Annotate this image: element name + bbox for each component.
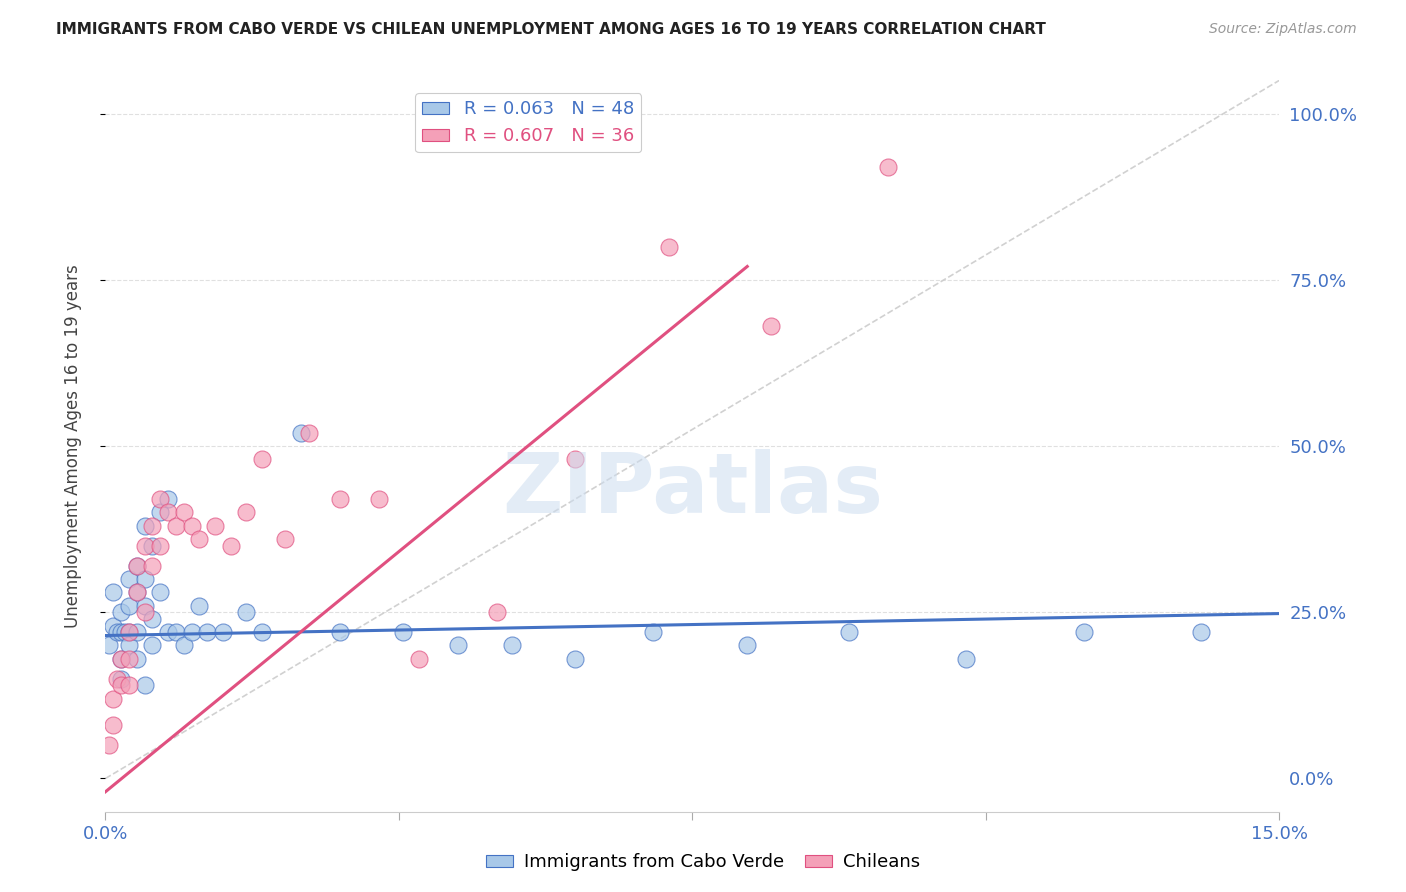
Point (149, 506, 172, 520)
Point (134, 572, 156, 586)
Y-axis label: Unemployment Among Ages 16 to 19 years: Unemployment Among Ages 16 to 19 years (63, 264, 82, 628)
Point (564, 452, 586, 467)
Point (134, 605, 156, 619)
Point (103, 618, 125, 632)
Point (149, 492, 172, 507)
Point (141, 612, 163, 626)
Point (368, 492, 391, 507)
Point (204, 518, 226, 533)
Point (173, 639, 195, 653)
Point (125, 652, 148, 666)
Text: IMMIGRANTS FROM CABO VERDE VS CHILEAN UNEMPLOYMENT AMONG AGES 16 TO 19 YEARS COR: IMMIGRANTS FROM CABO VERDE VS CHILEAN UN… (56, 22, 1046, 37)
Point (392, 625, 415, 640)
Point (235, 506, 257, 520)
Point (408, 652, 430, 666)
Point (658, 239, 681, 253)
Point (110, 672, 132, 686)
Point (955, 652, 977, 666)
Point (274, 532, 297, 546)
Point (141, 518, 163, 533)
Point (110, 625, 132, 640)
Point (250, 452, 273, 467)
Point (165, 518, 187, 533)
Point (180, 625, 202, 640)
Point (118, 639, 141, 653)
Point (134, 518, 156, 533)
Point (180, 518, 202, 533)
Legend: R = 0.063   N = 48, R = 0.607   N = 36: R = 0.063 N = 48, R = 0.607 N = 36 (415, 93, 641, 153)
Point (485, 605, 508, 619)
Point (838, 625, 860, 640)
Point (149, 539, 172, 553)
Point (141, 639, 163, 653)
Point (141, 558, 163, 573)
Point (105, 672, 128, 686)
Point (157, 492, 180, 507)
Point (125, 558, 148, 573)
Point (125, 625, 148, 640)
Point (110, 652, 132, 666)
Point (290, 425, 312, 440)
Point (118, 572, 141, 586)
Point (877, 160, 900, 174)
Point (125, 558, 148, 573)
Point (103, 691, 125, 706)
Point (110, 605, 132, 619)
Point (173, 506, 195, 520)
Point (195, 625, 218, 640)
Point (118, 625, 141, 640)
Point (118, 625, 141, 640)
Point (118, 599, 141, 613)
Point (1073, 625, 1095, 640)
Point (235, 605, 257, 619)
Text: Source: ZipAtlas.com: Source: ZipAtlas.com (1209, 22, 1357, 37)
Point (501, 639, 523, 653)
Point (118, 652, 141, 666)
Point (188, 599, 211, 613)
Point (157, 506, 180, 520)
Point (735, 639, 758, 653)
Point (110, 652, 132, 666)
Point (134, 599, 156, 613)
Point (98, 738, 121, 752)
Point (149, 585, 172, 599)
Text: ZIPatlas: ZIPatlas (502, 450, 883, 531)
Point (329, 625, 352, 640)
Point (134, 678, 156, 692)
Point (211, 625, 233, 640)
Point (165, 625, 187, 640)
Point (188, 532, 211, 546)
Point (447, 639, 470, 653)
Point (103, 718, 125, 732)
Point (564, 652, 586, 666)
Point (219, 539, 242, 553)
Point (298, 425, 321, 440)
Point (250, 625, 273, 640)
Point (329, 492, 352, 507)
Point (759, 319, 782, 334)
Legend: Immigrants from Cabo Verde, Chileans: Immigrants from Cabo Verde, Chileans (478, 847, 928, 879)
Point (1189, 625, 1212, 640)
Point (98, 639, 121, 653)
Point (125, 585, 148, 599)
Point (134, 539, 156, 553)
Point (114, 625, 136, 640)
Point (125, 585, 148, 599)
Point (103, 585, 125, 599)
Point (110, 678, 132, 692)
Point (118, 678, 141, 692)
Point (141, 539, 163, 553)
Point (157, 625, 180, 640)
Point (643, 625, 665, 640)
Point (105, 625, 128, 640)
